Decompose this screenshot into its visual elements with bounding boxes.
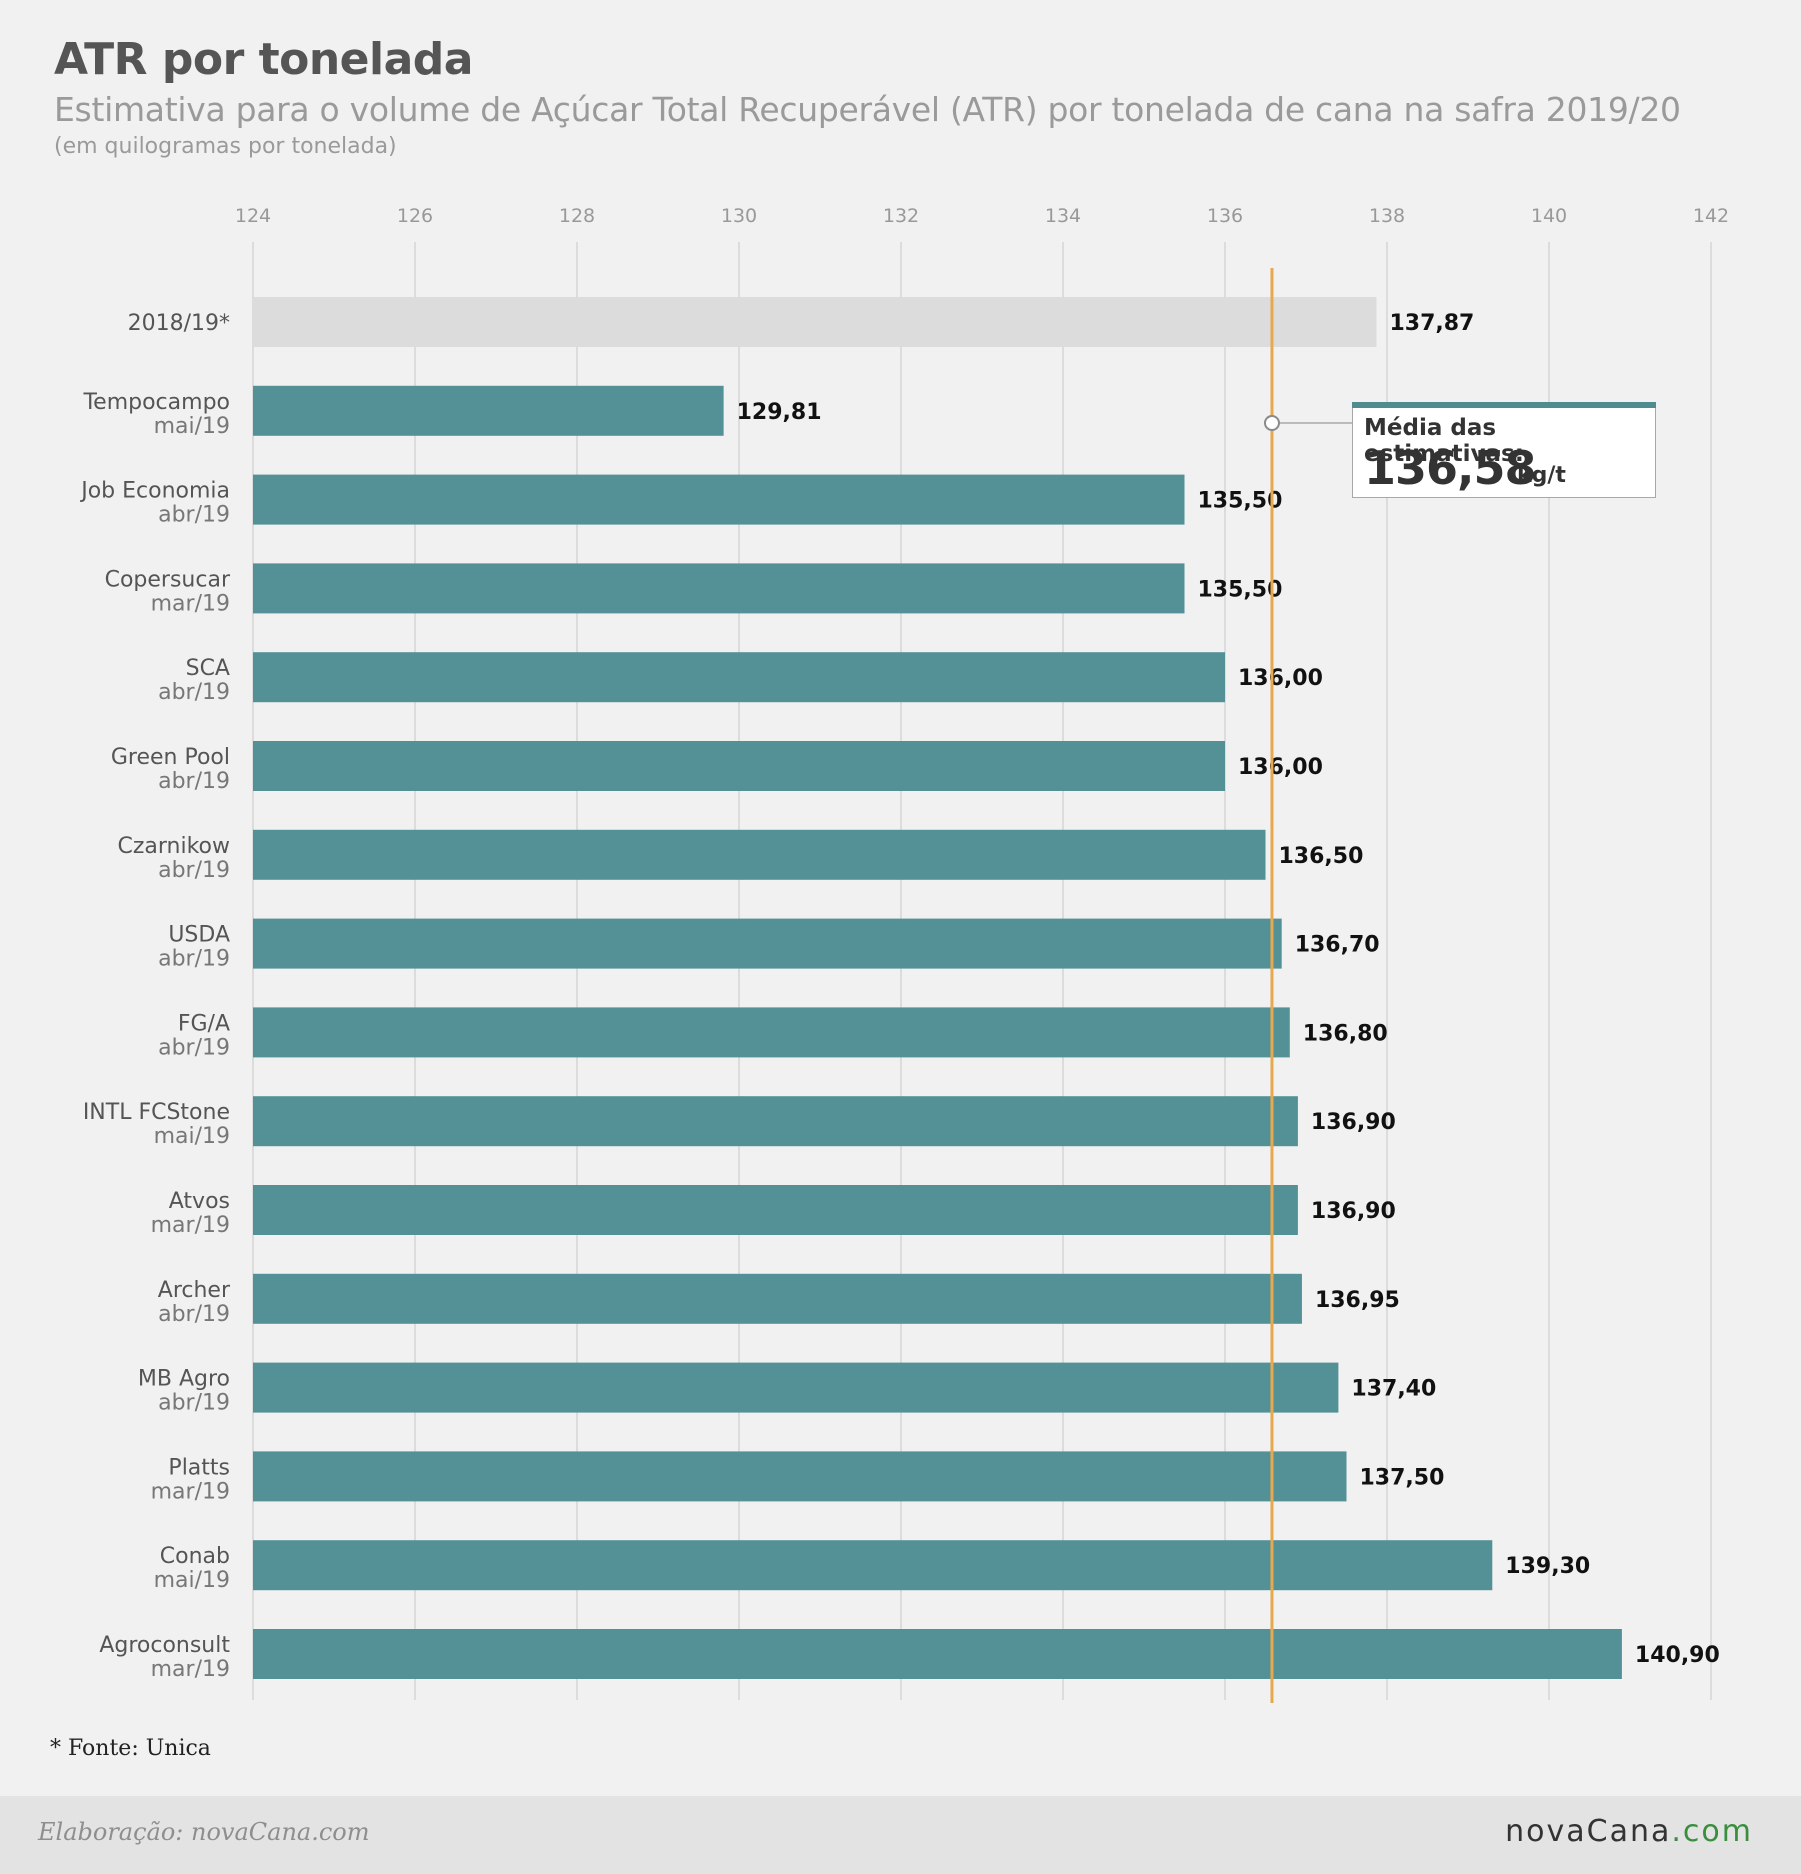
category-date-label: mai/19 (154, 1568, 230, 1593)
bar-tempocampo (253, 385, 724, 436)
x-tick-label: 138 (1369, 205, 1405, 227)
category-date-label: mar/19 (151, 591, 230, 616)
category-date-label: mar/19 (151, 1479, 230, 1504)
category-label: Archer (158, 1278, 231, 1303)
category-label: MB Agro (138, 1367, 230, 1392)
bar-platts (253, 1451, 1347, 1502)
category-label: Czarnikow (117, 834, 230, 859)
bar-usda (253, 918, 1282, 969)
category-date-label: abr/19 (158, 1302, 230, 1327)
x-tick-label: 126 (397, 205, 433, 227)
x-tick-label: 134 (1045, 205, 1081, 227)
category-label: SCA (186, 656, 230, 681)
category-date-label: abr/19 (158, 947, 230, 972)
category-label: 2018/19* (128, 311, 230, 336)
bar-value-label: 137,87 (1389, 311, 1474, 336)
bar-atvos (253, 1185, 1298, 1235)
category-label: USDA (168, 923, 230, 948)
category-label: Conab (160, 1544, 230, 1569)
category-date-label: abr/19 (158, 769, 230, 794)
bar-value-label: 135,50 (1198, 577, 1283, 602)
bar-value-label: 140,90 (1635, 1643, 1720, 1668)
x-tick-label: 124 (235, 205, 271, 227)
credit-text: Elaboração: novaCana.com (38, 1818, 370, 1846)
x-tick-label: 142 (1693, 205, 1729, 227)
logo-main: novaCana (1505, 1814, 1672, 1849)
bar-green-pool (253, 741, 1225, 791)
unit-note: (em quilogramas por tonelada) (54, 134, 397, 159)
category-date-label: abr/19 (158, 1035, 230, 1060)
bar-fg-a (253, 1007, 1290, 1058)
category-date-label: mai/19 (154, 1124, 230, 1149)
logo-suffix: .com (1671, 1814, 1753, 1849)
source-note: * Fonte: Unica (50, 1736, 211, 1761)
bar-czarnikow (253, 829, 1266, 880)
callout-unit: kg/t (1517, 463, 1566, 488)
category-date-label: mai/19 (154, 414, 230, 439)
bar-copersucar (253, 563, 1185, 614)
category-date-label: mar/19 (151, 1657, 230, 1682)
category-label: Copersucar (105, 567, 231, 592)
category-label: INTL FCStone (83, 1100, 230, 1125)
bar-job-economia (253, 474, 1185, 525)
bar-value-label: 137,50 (1360, 1465, 1445, 1490)
average-callout: Média das estimativas: 136,58 kg/t (1351, 401, 1656, 498)
bar-value-label: 139,30 (1505, 1554, 1590, 1579)
footer-bar: Elaboração: novaCana.com novaCana.com (0, 1796, 1801, 1874)
bar-value-label: 137,40 (1351, 1377, 1436, 1402)
x-tick-label: 140 (1531, 205, 1567, 227)
bar-value-label: 136,80 (1303, 1021, 1388, 1046)
callout-label: Média das estimativas: (1364, 415, 1524, 467)
callout-accent-bar (1351, 401, 1656, 408)
callout-anchor-dot (1263, 415, 1280, 431)
x-tick-label: 136 (1207, 205, 1243, 227)
category-date-label: mar/19 (151, 1213, 230, 1238)
novacana-logo: novaCana.com (1505, 1814, 1753, 1849)
category-date-label: abr/19 (158, 1391, 230, 1416)
bar-sca (253, 652, 1225, 703)
bar-agroconsult (253, 1629, 1622, 1679)
bar-chart: 124 126 128 130 132 134 136 138 140 142 137,87 2018… (79, 205, 1729, 1703)
bar-conab (253, 1540, 1493, 1591)
category-label: Job Economia (79, 479, 230, 504)
category-label: Agroconsult (99, 1633, 230, 1658)
chart-subtitle: Estimativa para o volume de Açúcar Total… (54, 90, 1681, 129)
category-date-label: abr/19 (158, 858, 230, 883)
bar-value-label: 135,50 (1198, 489, 1283, 514)
x-tick-label: 128 (559, 205, 595, 227)
x-tick-label: 130 (721, 205, 757, 227)
bar-intl-fcstone (253, 1096, 1298, 1147)
bar-mb-agro (253, 1362, 1339, 1413)
category-label: FG/A (178, 1011, 230, 1036)
category-label: Atvos (169, 1189, 230, 1214)
bar-value-label: 136,50 (1279, 844, 1364, 869)
callout-value: 136,58 (1364, 441, 1537, 495)
bar-2018-19- (253, 297, 1377, 347)
category-date-label: abr/19 (158, 680, 230, 705)
bar-archer (253, 1273, 1302, 1324)
bar-value-label: 136,90 (1311, 1110, 1396, 1135)
x-tick-label: 132 (883, 205, 919, 227)
bar-value-label: 136,70 (1295, 933, 1380, 958)
category-label: Tempocampo (82, 390, 230, 415)
category-label: Platts (168, 1455, 230, 1480)
bar-value-label: 136,00 (1238, 666, 1323, 691)
bar-value-label: 136,00 (1238, 755, 1323, 780)
bar-value-label: 129,81 (737, 400, 822, 425)
category-label: Green Pool (111, 745, 230, 770)
chart-title: ATR por tonelada (54, 34, 473, 85)
bar-value-label: 136,90 (1311, 1199, 1396, 1224)
bar-value-label: 136,95 (1315, 1288, 1400, 1313)
category-date-label: abr/19 (158, 503, 230, 528)
